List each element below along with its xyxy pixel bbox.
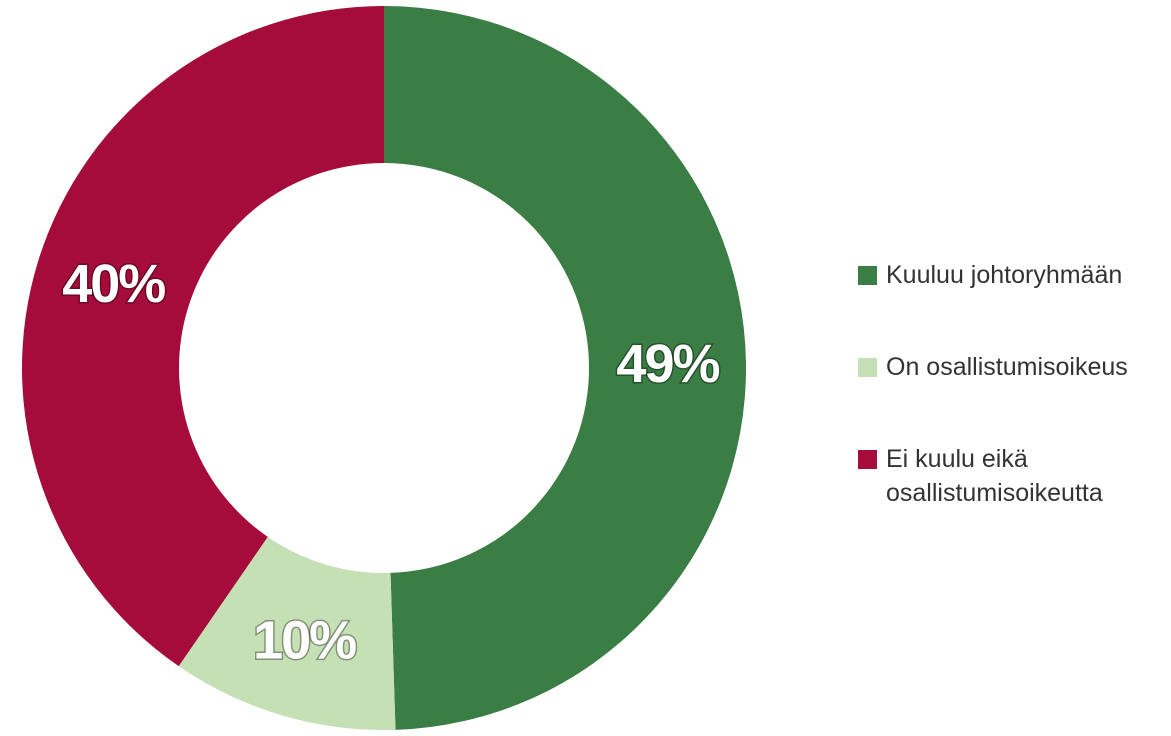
chart: 49% 10% 40% — [21, 6, 747, 731]
legend-label: On osallistumisoikeus — [886, 353, 1128, 381]
value-label: 10% — [253, 610, 356, 670]
legend-item: Ei kuulu eikä osallistumisoikeutta — [858, 442, 1158, 510]
donut-slice — [21, 6, 384, 667]
legend: Kuuluu johtoryhmään On osallistumisoikeus… — [858, 258, 1158, 568]
legend-item: On osallistumisoikeus — [858, 350, 1158, 384]
donut-slice — [384, 6, 747, 730]
legend-label: Kuuluu johtoryhmään — [886, 261, 1123, 289]
donut-slice — [178, 536, 396, 731]
value-label: 40% — [62, 254, 165, 314]
value-label: 49% — [616, 334, 719, 394]
legend-item: Kuuluu johtoryhmään — [858, 258, 1158, 292]
legend-swatch — [858, 450, 877, 469]
legend-swatch — [858, 358, 877, 377]
legend-label: Ei kuulu eikä osallistumisoikeutta — [886, 445, 1103, 507]
legend-swatch — [858, 266, 877, 285]
